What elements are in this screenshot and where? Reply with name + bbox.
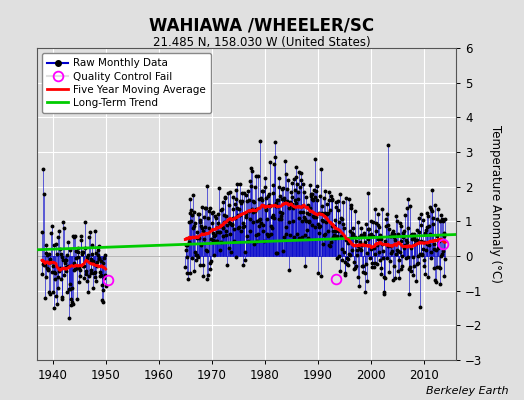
Text: 21.485 N, 158.030 W (United States): 21.485 N, 158.030 W (United States) bbox=[153, 36, 371, 49]
Text: WAHIAWA /WHEELER/SC: WAHIAWA /WHEELER/SC bbox=[149, 16, 375, 34]
Legend: Raw Monthly Data, Quality Control Fail, Five Year Moving Average, Long-Term Tren: Raw Monthly Data, Quality Control Fail, … bbox=[42, 53, 211, 113]
Y-axis label: Temperature Anomaly (°C): Temperature Anomaly (°C) bbox=[489, 125, 502, 283]
Text: Berkeley Earth: Berkeley Earth bbox=[426, 386, 508, 396]
